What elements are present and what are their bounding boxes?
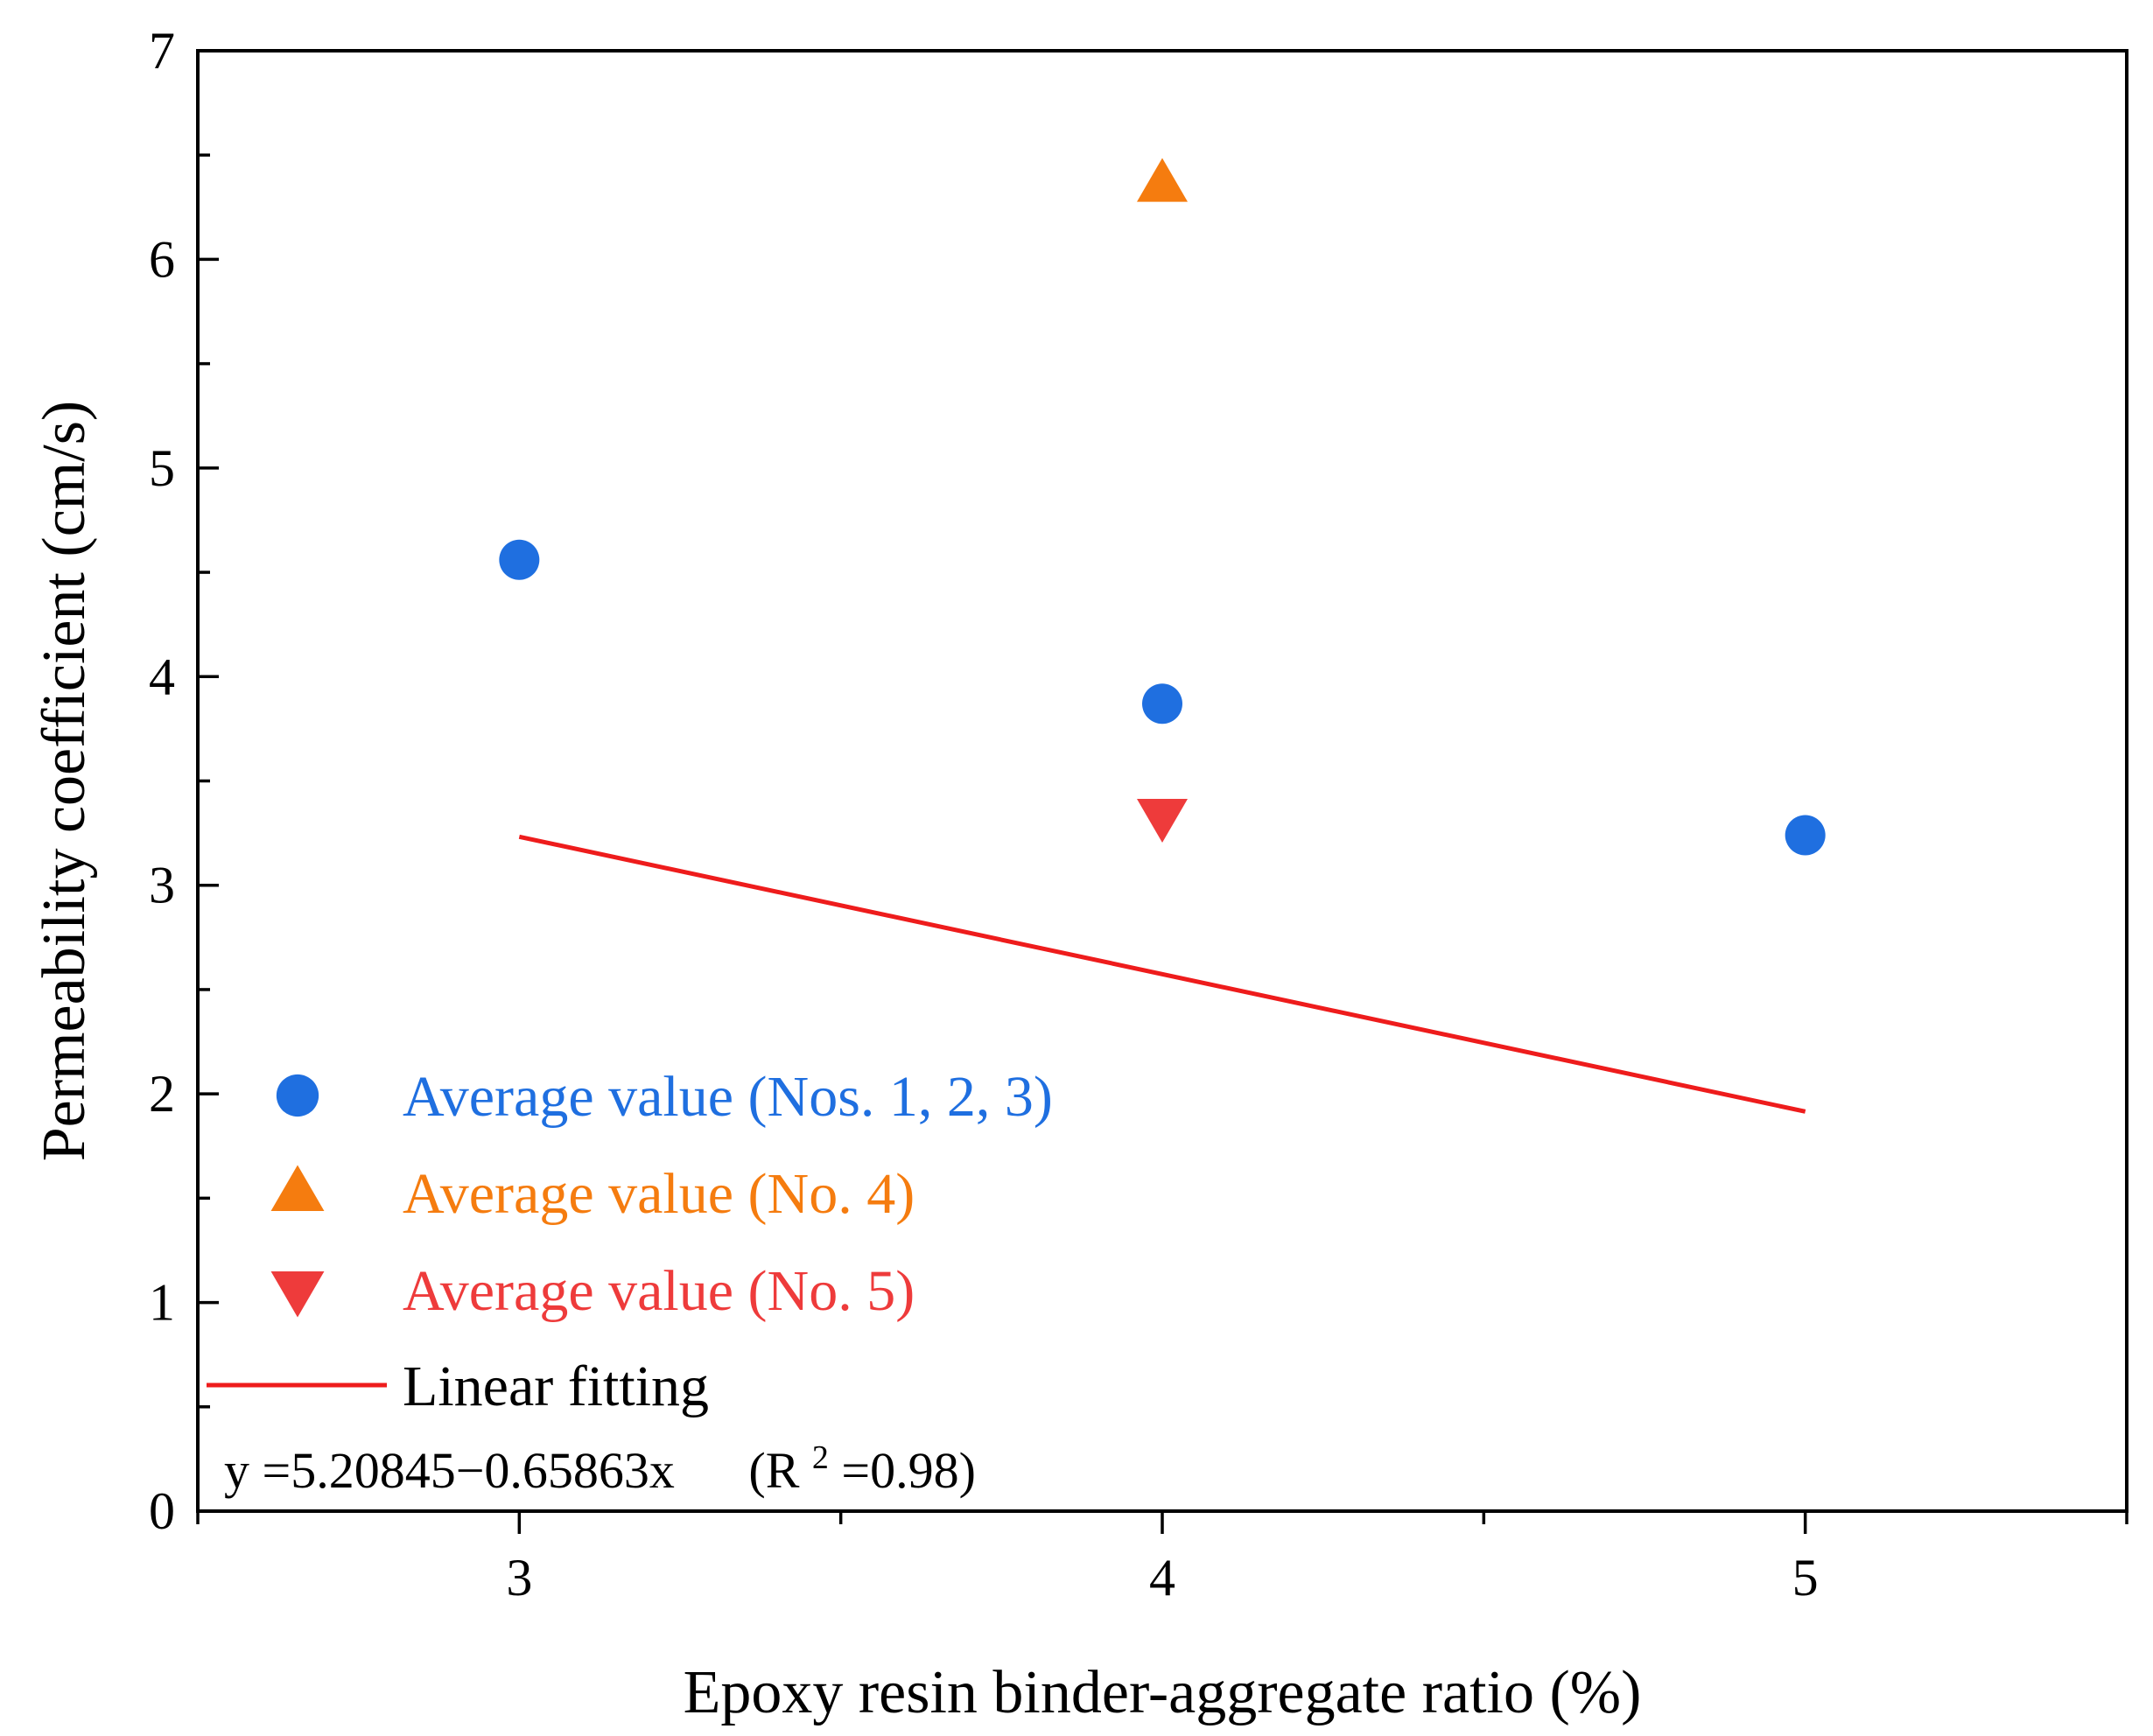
x-axis-title: Epoxy resin binder-aggregate ratio (%) <box>684 1659 1642 1726</box>
fit-equation: y =5.20845−0.65863x (R 2 =0.98) <box>224 1423 976 1499</box>
y-tick-label: 0 <box>149 1482 175 1540</box>
legend-label-3: Average value (No. 5) <box>403 1259 915 1323</box>
y-tick-label: 4 <box>149 648 175 705</box>
fit-line <box>518 834 1806 1114</box>
y-axis: 0 1 2 3 4 5 6 7 <box>149 22 219 1540</box>
data-point-series-3 <box>1137 799 1188 844</box>
y-tick-label: 1 <box>149 1274 175 1332</box>
x-tick-label: 3 <box>506 1549 532 1606</box>
legend-marker-2 <box>270 1165 325 1211</box>
fit-equation-r2-value: =0.98) <box>841 1442 976 1499</box>
x-tick-label: 4 <box>1149 1549 1175 1606</box>
legend-marker-3 <box>270 1271 325 1318</box>
legend-label-1: Average value (Nos. 1, 2, 3) <box>403 1065 1053 1129</box>
data-point-series-1 <box>499 539 540 580</box>
data-point-series-2 <box>1137 158 1188 202</box>
legend-marker-1 <box>276 1074 319 1117</box>
y-tick-label: 6 <box>149 230 175 288</box>
y-tick-label: 3 <box>149 857 175 914</box>
data-point-series-1 <box>1785 815 1826 856</box>
legend: Average value (Nos. 1, 2, 3) Average valu… <box>207 1065 1053 1418</box>
x-tick-label: 5 <box>1792 1549 1819 1606</box>
x-axis: 3 4 5 <box>196 1511 2128 1606</box>
data-point-series-1 <box>1142 683 1182 724</box>
fit-equation-r2-prefix: (R <box>748 1442 799 1499</box>
y-tick-label: 5 <box>149 439 175 497</box>
fit-equation-r2-superscript: 2 <box>812 1439 829 1476</box>
data-points-layer <box>499 158 1826 856</box>
legend-label-fit: Linear fitting <box>403 1354 709 1418</box>
y-tick-label: 2 <box>149 1065 175 1123</box>
y-axis-title: Permeability coefficient (cm/s) <box>31 401 98 1162</box>
fit-equation-formula: y =5.20845−0.65863x <box>224 1442 675 1499</box>
fit-line-layer <box>518 834 1806 1114</box>
legend-label-2: Average value (No. 4) <box>403 1162 915 1226</box>
y-tick-label: 7 <box>149 22 175 80</box>
